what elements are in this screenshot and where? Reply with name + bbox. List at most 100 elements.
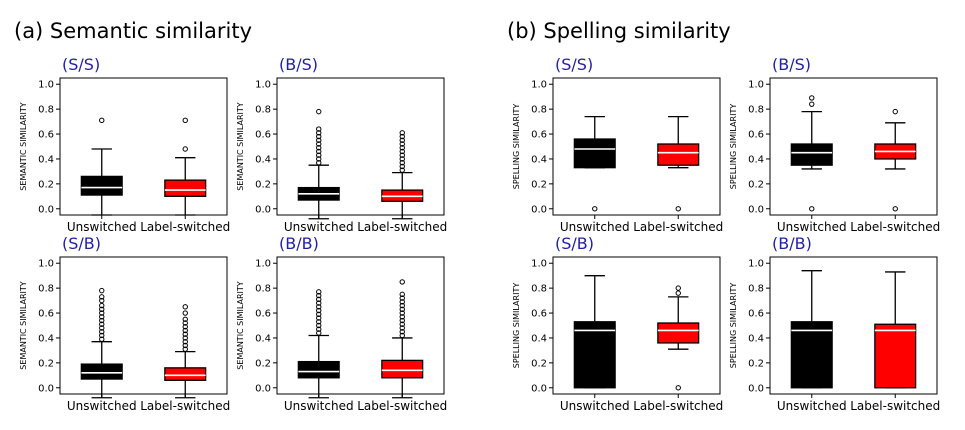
x-tick-label: Unswitched xyxy=(560,220,630,234)
y-axis-label: SPELLING SIMILARITY xyxy=(729,104,738,190)
plot-frame xyxy=(276,77,445,216)
x-tick-label: Unswitched xyxy=(284,220,354,234)
y-axis-label: SPELLING SIMILARITY xyxy=(512,283,521,369)
box xyxy=(381,359,424,379)
y-tick-label: 0.2 xyxy=(748,358,764,369)
outlier xyxy=(399,299,405,305)
y-axis-label: SEMANTIC SIMILARITY xyxy=(19,102,28,190)
x-tick-label: Label-switched xyxy=(140,399,230,413)
outlier xyxy=(99,336,105,342)
y-tick-label: 0.4 xyxy=(255,154,271,165)
outlier xyxy=(399,302,405,309)
y-tick-label: 0.6 xyxy=(38,309,54,320)
box xyxy=(790,143,833,166)
outlier xyxy=(316,322,322,329)
y-tick-label: 0.0 xyxy=(255,383,271,394)
chart-panel: (S/S) 0.0 0.2 0.4 0.6 0.8 1.0 SPELLING SIMILARI… xyxy=(512,55,723,234)
section-title-spelling: (b) Spelling similarity xyxy=(507,19,731,43)
outlier xyxy=(399,145,405,151)
outlier xyxy=(399,332,405,339)
outlier xyxy=(99,310,105,316)
panel-label: (S/S) xyxy=(555,55,593,74)
outlier xyxy=(316,319,322,325)
outlier xyxy=(316,292,322,299)
outlier xyxy=(316,108,322,115)
y-tick-label: 1.0 xyxy=(255,80,271,91)
outlier xyxy=(316,152,322,158)
outlier xyxy=(99,314,105,320)
outlier xyxy=(399,310,405,316)
outlier xyxy=(399,295,405,301)
outlier xyxy=(809,206,815,212)
panel-label: (S/S) xyxy=(62,55,100,74)
outlier xyxy=(99,317,105,324)
outlier xyxy=(316,315,322,321)
panel-label: (B/B) xyxy=(772,234,812,253)
plot-frame xyxy=(276,256,445,395)
outlier xyxy=(182,304,188,310)
x-tick-label: Label-switched xyxy=(850,220,940,234)
box xyxy=(657,322,700,344)
plot-frame xyxy=(59,77,228,216)
outlier xyxy=(182,327,188,334)
y-tick-label: 0.8 xyxy=(531,105,547,116)
plot-frame xyxy=(552,256,721,395)
outlier xyxy=(399,156,405,162)
x-tick-label: Unswitched xyxy=(284,399,354,413)
y-tick-label: 0.8 xyxy=(255,105,271,116)
chart-panel: (S/B) 0.0 0.2 0.4 0.6 0.8 1.0 SPELLING SIMILARI… xyxy=(512,234,723,413)
outlier xyxy=(182,335,188,341)
y-tick-label: 1.0 xyxy=(38,80,54,91)
y-tick-label: 0.2 xyxy=(38,179,54,190)
outlier xyxy=(316,330,322,336)
y-tick-label: 0.6 xyxy=(748,130,764,141)
y-tick-label: 0.2 xyxy=(531,179,547,190)
y-tick-label: 0.6 xyxy=(531,130,547,141)
box xyxy=(657,143,700,166)
x-tick-label: Label-switched xyxy=(633,399,723,413)
y-tick-label: 1.0 xyxy=(531,80,547,91)
y-tick-label: 0.2 xyxy=(38,358,54,369)
outlier xyxy=(809,95,815,101)
outlier xyxy=(99,325,105,331)
y-tick-label: 0.4 xyxy=(748,154,764,165)
outlier xyxy=(182,346,188,352)
y-tick-label: 0.8 xyxy=(531,284,547,295)
outlier xyxy=(399,325,405,331)
outlier xyxy=(592,206,598,212)
x-tick-label: Unswitched xyxy=(67,399,137,413)
x-tick-label: Label-switched xyxy=(357,220,447,234)
outlier xyxy=(399,130,405,136)
outlier xyxy=(182,310,188,316)
outlier xyxy=(892,206,898,212)
plot-frame xyxy=(59,256,228,395)
outlier xyxy=(316,311,322,317)
y-tick-label: 0.4 xyxy=(531,333,547,344)
box xyxy=(874,323,917,389)
outlier xyxy=(399,314,405,320)
y-tick-label: 1.0 xyxy=(255,259,271,270)
outlier xyxy=(99,321,105,327)
panel-label: (S/B) xyxy=(62,234,101,253)
chart-panel: (S/S) 0.0 0.2 0.4 0.6 0.8 1.0 SEMANTIC SIMILARI… xyxy=(19,55,230,234)
y-tick-label: 0.8 xyxy=(255,284,271,295)
y-axis-label: SEMANTIC SIMILARITY xyxy=(236,102,245,190)
panel-label: (S/B) xyxy=(555,234,594,253)
y-tick-label: 0.4 xyxy=(38,154,54,165)
outlier xyxy=(399,321,405,327)
y-axis-label: SPELLING SIMILARITY xyxy=(512,104,521,190)
outlier xyxy=(399,133,405,140)
outlier xyxy=(316,289,322,295)
outlier xyxy=(892,108,898,115)
outlier xyxy=(316,145,322,151)
chart-panel: (B/B) 0.0 0.2 0.4 0.6 0.8 1.0 SPELLING SIMILARI… xyxy=(729,234,940,413)
panel-label: (B/B) xyxy=(279,234,319,253)
y-tick-label: 0.4 xyxy=(531,154,547,165)
outlier xyxy=(182,338,188,345)
outlier xyxy=(182,331,188,337)
y-tick-label: 0.0 xyxy=(255,204,271,215)
y-tick-label: 0.2 xyxy=(748,179,764,190)
outlier xyxy=(99,306,105,313)
y-tick-label: 0.4 xyxy=(38,333,54,344)
y-tick-label: 0.8 xyxy=(38,284,54,295)
